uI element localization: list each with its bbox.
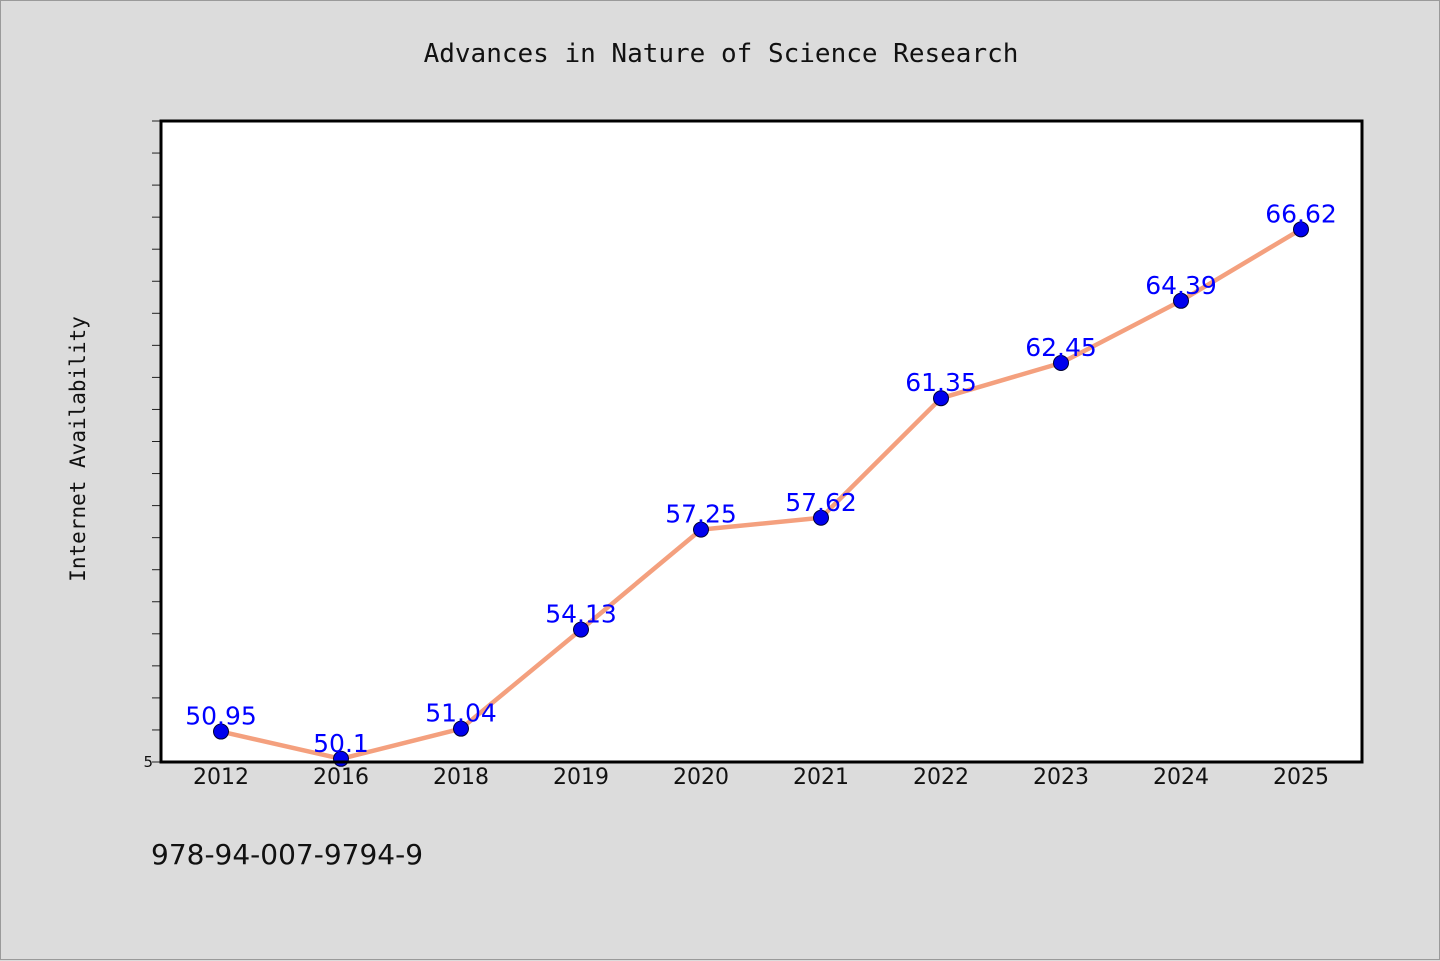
x-tick-label: 2025: [1273, 765, 1329, 790]
data-point: [933, 390, 949, 407]
data-label: 57.62: [785, 488, 857, 517]
data-label: 62.45: [1025, 333, 1097, 362]
x-tick-label: 2019: [553, 765, 609, 790]
data-point: [453, 720, 469, 737]
data-point: [693, 521, 709, 538]
data-point: [213, 723, 229, 740]
data-point: [1053, 354, 1069, 371]
data-label: 50.1: [313, 729, 369, 758]
chart-title: Advances in Nature of Science Research: [424, 39, 1019, 69]
x-tick-label: 2022: [913, 765, 969, 790]
data-point: [1173, 292, 1189, 309]
x-tick-label: 2020: [673, 765, 729, 790]
y-tick-label: 5: [143, 753, 153, 771]
data-label: 51.04: [425, 699, 497, 728]
x-tick-label: 2012: [193, 765, 249, 790]
x-tick-label: 2023: [1033, 765, 1089, 790]
x-tick-label: 2018: [433, 765, 489, 790]
data-point: [813, 509, 829, 526]
footer-identifier: 978-94-007-9794-9: [151, 838, 423, 871]
x-tick-label: 2024: [1153, 765, 1209, 790]
plot-area: [161, 121, 1362, 762]
data-label: 57.25: [665, 500, 737, 529]
y-axis-label: Internet Availability: [66, 316, 90, 582]
data-label: 61.35: [905, 368, 977, 397]
plot-border: [159, 119, 1364, 764]
data-label: 66.62: [1265, 199, 1337, 228]
x-tick-label: 2021: [793, 765, 849, 790]
x-axis: 2012 2016 2018 2019 2020 2021 2022 2023 2024 2025: [193, 765, 1329, 790]
data-label: 54.13: [545, 600, 617, 629]
data-label: 50.95: [185, 702, 257, 731]
data-point: [573, 621, 589, 638]
data-point: [1293, 221, 1309, 238]
series-line: [218, 227, 1304, 762]
data-label: 64.39: [1145, 271, 1217, 300]
data-labels: 50.95 50.1 51.04 54.13 57.25 57.62 61.35 62.45 6…: [185, 199, 1337, 757]
x-tick-label: 2016: [313, 765, 369, 790]
